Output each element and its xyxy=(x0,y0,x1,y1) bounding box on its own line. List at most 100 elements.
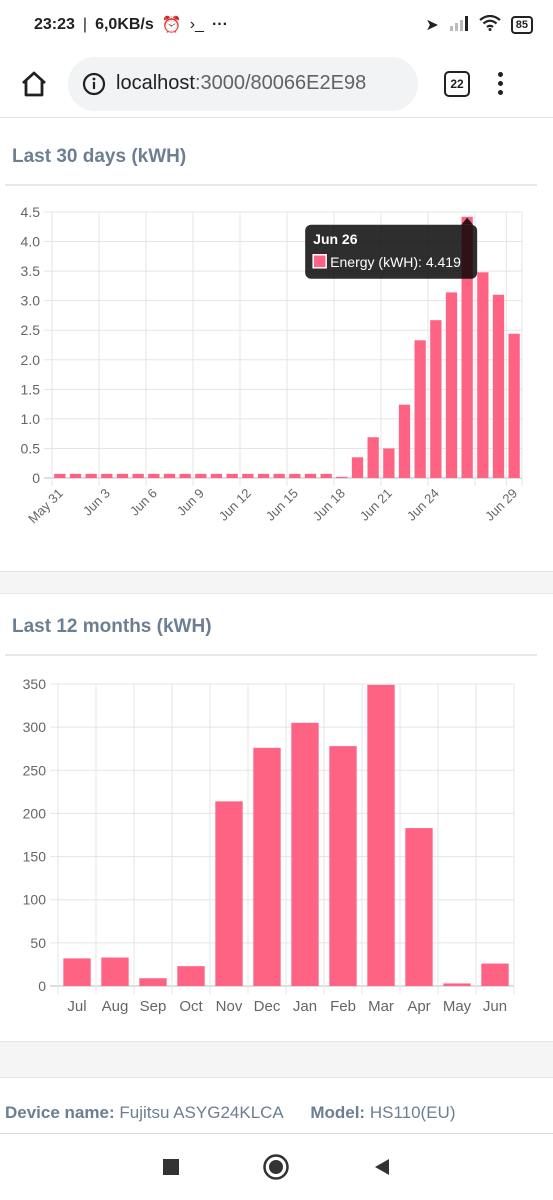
y-tick-label: 250 xyxy=(23,762,47,778)
x-tick-label: Jun 29 xyxy=(482,486,520,524)
y-tick-label: 0 xyxy=(38,978,46,994)
bar-jun-11 xyxy=(226,473,238,478)
x-tick-label: Jun 15 xyxy=(263,486,301,524)
x-tick-label: Dec xyxy=(254,998,281,1015)
bar-feb xyxy=(329,746,357,986)
monthly-energy-chart: 0 50 100 150 200 250 300 350 Jul Aug Sep Oct Nov Dec J… xyxy=(23,676,515,1015)
device-model-label: Model: xyxy=(310,1103,366,1122)
section-spacer xyxy=(0,571,553,594)
overflow-menu-button[interactable] xyxy=(498,72,503,95)
status-left: 23:23 | 6,0KB/s ⏰ ›_ ··· xyxy=(34,15,228,35)
bar-jun-17 xyxy=(320,473,332,478)
section-spacer xyxy=(0,1041,553,1078)
monthly-card-title: Last 12 months (kWH) xyxy=(12,616,212,637)
tooltip-box xyxy=(305,224,478,279)
url-text: localhost:3000/80066E2E98 xyxy=(116,72,366,95)
monthly-energy-card: Last 12 months (kWH) 0 50 100 150 200 250 300 3… xyxy=(0,594,553,1040)
device-name-value: Fujitsu ASYG24KLCA xyxy=(119,1103,283,1122)
x-tick-label: Mar xyxy=(368,998,394,1015)
bar-jun-6 xyxy=(148,473,160,478)
status-time: 23:23 xyxy=(34,16,75,33)
daily-energy-card: Last 30 days (kWH) 0 0.5 1.0 1.5 2.0 2.5 3.0 3.… xyxy=(0,118,553,570)
x-tick-label: Jul xyxy=(67,998,86,1015)
bar-nov xyxy=(215,801,243,986)
x-tick-label: Jun 3 xyxy=(80,486,113,519)
daily-energy-chart: 0 0.5 1.0 1.5 2.0 2.5 3.0 3.5 4.0 4.5 May 31 Jun 3 J… xyxy=(21,204,523,526)
bar-jun-24 xyxy=(430,320,442,478)
tooltip-title: Jun 26 xyxy=(313,231,358,247)
bar-jun-5 xyxy=(132,473,144,478)
y-tick-label: 0 xyxy=(32,470,40,486)
bar-jun-14 xyxy=(273,473,285,478)
bar-jun-8 xyxy=(179,473,191,478)
back-button[interactable] xyxy=(372,1157,392,1177)
browser-toolbar: localhost:3000/80066E2E98 22 xyxy=(0,50,553,118)
y-tick-label: 1.0 xyxy=(21,411,41,427)
status-separator: | xyxy=(82,16,88,33)
bar-jun xyxy=(481,963,509,986)
more-notifications-icon: ··· xyxy=(211,16,228,33)
bar-may-31 xyxy=(54,473,66,478)
x-tick-label: Jan xyxy=(293,998,317,1015)
tab-switcher-button[interactable]: 22 xyxy=(444,70,470,97)
x-tick-label: Aug xyxy=(102,998,129,1015)
y-tick-label: 0.5 xyxy=(21,440,41,456)
y-tick-label: 3.0 xyxy=(21,293,41,309)
bar-jun-20 xyxy=(367,437,379,478)
bar-jun-15 xyxy=(289,473,301,478)
recents-button[interactable] xyxy=(161,1157,181,1177)
info-icon xyxy=(82,72,106,95)
home-button[interactable] xyxy=(14,64,54,104)
bar-jun-26 xyxy=(461,216,473,478)
bar-jun-18 xyxy=(336,476,348,478)
x-tick-label: Feb xyxy=(330,998,356,1015)
x-tick-label: Sep xyxy=(140,998,167,1015)
y-tick-label: 150 xyxy=(23,849,47,865)
y-tick-label: 1.5 xyxy=(21,381,41,397)
x-tick-label: May xyxy=(443,998,472,1015)
bar-jun-25 xyxy=(445,292,458,478)
bar-jun-2 xyxy=(85,473,97,478)
url-host: localhost xyxy=(116,72,195,94)
bar-jun-7 xyxy=(163,473,176,478)
bar-jun-13 xyxy=(257,473,270,478)
bar-jun-3 xyxy=(101,473,113,478)
y-tick-label: 4.0 xyxy=(21,234,41,250)
home-icon xyxy=(22,71,46,96)
y-tick-label: 2.5 xyxy=(21,322,41,338)
tooltip-swatch xyxy=(312,254,327,269)
bar-jun-22 xyxy=(398,404,411,478)
monthly-card-divider xyxy=(5,654,537,656)
x-tick-label: Jun 18 xyxy=(310,486,348,524)
y-tick-label: 200 xyxy=(23,805,47,821)
x-tick-label: Apr xyxy=(407,998,430,1015)
x-tick-label: Jun 21 xyxy=(357,486,395,524)
x-tick-label: Jun 6 xyxy=(127,486,160,519)
bar-jun-10 xyxy=(210,473,223,478)
home-nav-button[interactable] xyxy=(262,1153,290,1181)
y-tick-label: 300 xyxy=(23,719,47,735)
bar-jun-21 xyxy=(383,448,395,478)
status-speed: 6,0KB/s xyxy=(95,16,154,33)
location-icon: ➤ xyxy=(425,17,439,34)
alarm-icon: ⏰ xyxy=(161,17,182,34)
url-bar[interactable]: localhost:3000/80066E2E98 xyxy=(68,56,418,111)
menu-dot-icon xyxy=(498,81,503,86)
x-tick-label: Jun 12 xyxy=(216,486,254,524)
y-tick-label: 100 xyxy=(23,892,47,908)
x-tick-label: Nov xyxy=(216,998,243,1015)
y-tick-label: 2.0 xyxy=(21,352,41,368)
bar-jun-12 xyxy=(242,473,254,478)
bar-may xyxy=(443,983,471,986)
bar-jun-1 xyxy=(69,473,82,478)
wifi-icon xyxy=(479,14,501,36)
tooltip-caret xyxy=(461,217,474,225)
menu-dot-icon xyxy=(498,72,503,77)
signal-icon xyxy=(449,15,469,36)
battery-icon: 85 xyxy=(510,16,533,34)
bar-jun-19 xyxy=(351,457,364,478)
x-tick-label: Jun 9 xyxy=(174,486,207,519)
bar-jun-16 xyxy=(304,473,317,478)
bar-apr xyxy=(405,828,433,986)
bar-sep xyxy=(139,978,167,986)
